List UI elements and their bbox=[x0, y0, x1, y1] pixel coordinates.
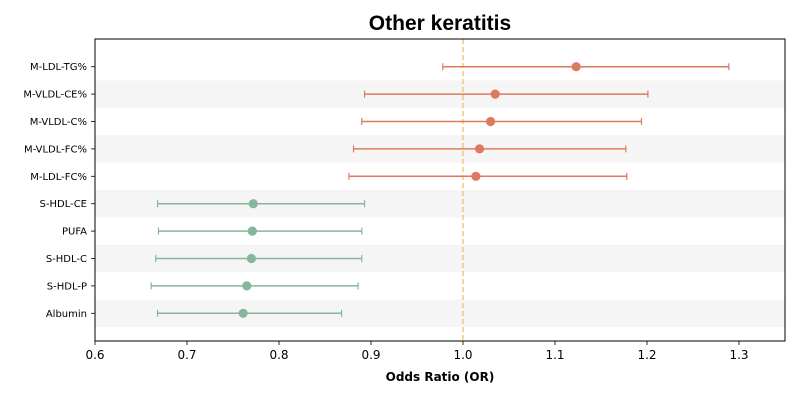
or-point bbox=[238, 308, 248, 318]
y-tick-label: M-LDL-TG% bbox=[30, 62, 87, 73]
x-axis-label: Odds Ratio (OR) bbox=[386, 370, 495, 384]
or-point bbox=[571, 62, 581, 72]
or-point bbox=[490, 89, 500, 99]
x-tick-label: 1.1 bbox=[545, 348, 564, 362]
x-tick-label: 1.0 bbox=[453, 348, 472, 362]
or-point bbox=[471, 171, 481, 181]
or-point bbox=[486, 116, 496, 127]
chart-title: Other keratitis bbox=[369, 12, 511, 35]
y-tick-label: S-HDL-C bbox=[46, 254, 87, 265]
y-tick-label: PUFA bbox=[62, 227, 87, 238]
or-point bbox=[248, 199, 258, 209]
y-tick-label: M-VLDL-FC% bbox=[24, 144, 87, 155]
plot-frame bbox=[94, 38, 786, 342]
or-point bbox=[242, 281, 252, 291]
x-tick-label: 0.8 bbox=[269, 348, 288, 362]
y-tick-label: Albumin bbox=[46, 309, 87, 320]
x-tick-label: 1.3 bbox=[729, 348, 748, 362]
plot-border bbox=[94, 38, 786, 342]
y-tick-label: S-HDL-P bbox=[47, 281, 87, 292]
x-axis: 0.6 0.7 0.8 0.9 1.0 1.1 1.2 1.3 bbox=[85, 341, 749, 362]
x-tick-label: 0.9 bbox=[361, 348, 380, 362]
y-tick-label: M-VLDL-CE% bbox=[23, 90, 87, 101]
y-tick-label: M-LDL-FC% bbox=[30, 172, 87, 183]
or-point bbox=[246, 253, 256, 264]
or-point bbox=[247, 226, 257, 236]
y-tick-label: M-VLDL-C% bbox=[30, 117, 87, 128]
y-axis: M-LDL-TG% M-VLDL-CE% M-VLDL-C% M-VLDL-FC% M-… bbox=[23, 62, 95, 320]
x-tick-label: 0.7 bbox=[177, 348, 196, 362]
y-tick-label: S-HDL-CE bbox=[40, 199, 87, 210]
or-point bbox=[474, 144, 485, 154]
x-tick-label: 1.2 bbox=[637, 348, 656, 362]
chart-marks bbox=[150, 62, 730, 318]
x-tick-label: 0.6 bbox=[85, 348, 104, 362]
